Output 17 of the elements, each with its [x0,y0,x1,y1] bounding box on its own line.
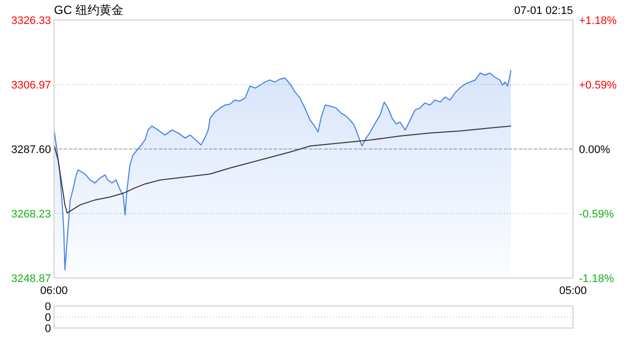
y2-tick-label: +0.59% [579,80,617,92]
text: 0 [44,301,51,313]
y2-tick-label: -1.18% [579,273,614,285]
y2-tick-label: -0.59% [579,208,614,220]
y2-tick-label: +1.18% [579,15,617,27]
y2-tick-label: 0.00% [579,144,610,156]
y-tick-label: 3248.87 [11,273,51,285]
text: 0 [44,312,51,324]
y-tick-label: 3306.97 [11,79,51,92]
y-tick-label: 3287.60 [11,144,51,156]
x-tick-label: 06:00 [40,285,68,297]
y-tick-label: 3326.33 [11,15,51,27]
y-tick-label: 3268.23 [11,208,51,221]
chart-title: GC 纽约黄金 [54,3,124,17]
text: 0 [44,323,51,335]
text: 07-01 02:15 [514,5,573,17]
x-tick-label: 05:00 [559,285,587,297]
